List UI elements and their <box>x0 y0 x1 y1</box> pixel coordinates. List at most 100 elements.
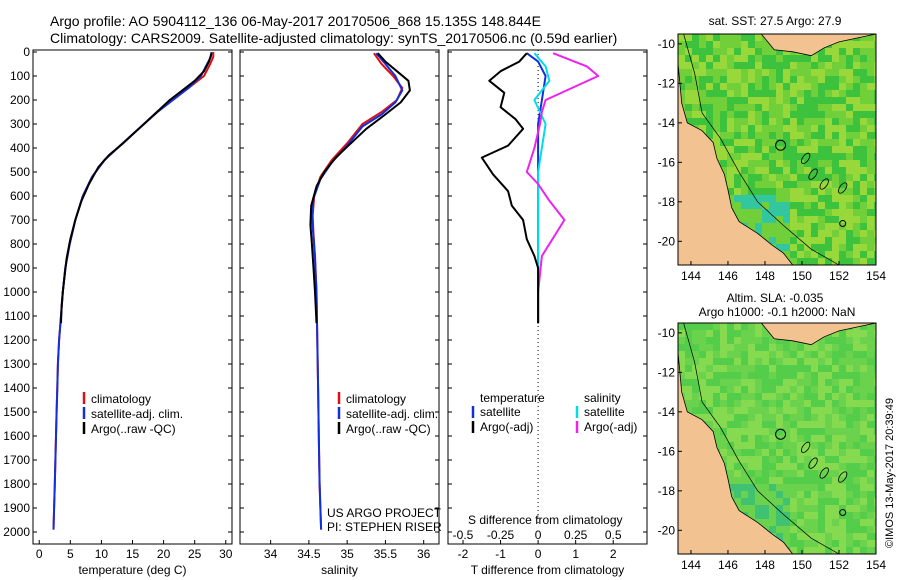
map-y-tick-label: -20 <box>658 523 676 537</box>
y-tick-label: 0 <box>23 45 30 59</box>
argo-float-marker <box>775 139 787 151</box>
legend-label-argo-temp: Argo(-adj) <box>480 420 533 434</box>
y-tick-label: 900 <box>10 261 30 275</box>
y-tick-label: 600 <box>10 189 30 203</box>
legend-title-temperature: temperature <box>480 391 545 405</box>
x-tick-label: 20 <box>157 547 171 561</box>
x-tick-label: 30 <box>219 547 233 561</box>
x-tick-label: 34 <box>264 547 278 561</box>
x-tick-label: 1 <box>572 547 579 561</box>
x-tick-label: 0 <box>535 547 542 561</box>
x-tick-label: 0 <box>36 547 43 561</box>
x-tick-label: 25 <box>188 547 202 561</box>
map-y-tick-label: -14 <box>658 405 676 419</box>
map-y-tick-label: -16 <box>658 444 676 458</box>
reef-outline <box>838 471 848 483</box>
y-tick-label: 200 <box>10 93 30 107</box>
legend-title-salinity: salinity <box>584 391 621 405</box>
land-mass <box>760 323 876 346</box>
x-tick-label: 5 <box>67 547 74 561</box>
land-mass <box>678 34 794 265</box>
map-x-tick-label: 150 <box>792 269 812 283</box>
map-x-tick-label: 154 <box>866 558 886 572</box>
y-tick-label: 1400 <box>3 381 30 395</box>
s-tick-label: 0 <box>535 528 542 542</box>
s-tick-label: -0.25 <box>487 528 515 542</box>
legend-label-climatology: climatology <box>91 392 151 406</box>
x-axis-label: T difference from climatology <box>471 563 625 577</box>
legend-label-satellite-temp: satellite <box>480 405 521 419</box>
map-y-tick-label: -12 <box>658 76 676 90</box>
legend-label-argo: Argo(..raw -QC) <box>91 422 176 436</box>
series-line-climatology <box>52 52 215 530</box>
y-tick-label: 700 <box>10 213 30 227</box>
series-line-satellite_adj <box>52 51 213 530</box>
difference-panel-frame <box>447 49 648 545</box>
series-line-satellite_adj <box>310 52 404 530</box>
series-line-argo <box>480 52 540 324</box>
map-y-tick-label: -10 <box>658 326 676 340</box>
pi-credit: PI: STEPHEN RISER <box>327 520 442 534</box>
sst-map: 144 146 148 150 152 154 -10 -12 -14 -16 -18 -20 <box>658 33 886 283</box>
map-x-tick-label: 150 <box>792 558 812 572</box>
salinity-legend: climatology satellite-adj. clim. Argo(..… <box>337 392 438 436</box>
series-line-argo_salinity_adj <box>525 52 600 324</box>
reef-outline <box>819 178 829 190</box>
legend-label-satellite-adj: satellite-adj. clim. <box>91 407 183 421</box>
map-y-tick-label: -12 <box>658 365 676 379</box>
map-y-tick-label: -20 <box>658 234 676 248</box>
map-y-tick-label: -18 <box>658 484 676 498</box>
difference-plot: -2 -1 0 1 2 T difference from climatology -0.5… <box>448 50 647 577</box>
map-y-tick-label: -16 <box>658 155 676 169</box>
s-difference-axis-label: S difference from climatology <box>468 513 623 527</box>
x-tick-label: 34.5 <box>297 547 321 561</box>
map-x-tick-label: 144 <box>681 558 701 572</box>
x-tick-label: 2 <box>610 547 617 561</box>
map-x-tick-label: 148 <box>755 558 775 572</box>
sla-map: 144 146 148 150 152 154 -10 -12 -14 -16 -18 -20 <box>658 322 886 572</box>
legend-label-satellite-sal: satellite <box>584 405 625 419</box>
y-tick-label: 1100 <box>4 309 30 323</box>
y-tick-label: 1200 <box>3 333 30 347</box>
land-mass <box>678 323 794 554</box>
map-x-tick-label: 148 <box>755 269 775 283</box>
legend-label-satellite-adj: satellite-adj. clim. <box>346 407 438 421</box>
salinity-panel-frame <box>239 49 440 545</box>
legend-label-argo: Argo(..raw -QC) <box>346 422 431 436</box>
temperature-plot: 0 5 10 15 20 25 30 temperature (deg C) 0 100 200 30… <box>3 45 232 577</box>
s-tick-label: -0.5 <box>453 528 474 542</box>
temperature-legend: climatology satellite-adj. clim. Argo(..… <box>82 392 183 436</box>
series-line-climatology <box>311 52 404 530</box>
sla-map-subtitle: Argo h1000: -0.1 h2000: NaN <box>699 305 856 319</box>
reef-outline <box>801 441 811 453</box>
sla-map-title: Altim. SLA: -0.035 <box>727 291 824 305</box>
map-x-tick-label: 146 <box>718 269 738 283</box>
salinity-plot: 34 34.5 35 35.5 36 salinity <box>240 51 439 577</box>
y-tick-label: 1900 <box>3 501 30 515</box>
x-axis-label: salinity <box>321 563 358 577</box>
y-tick-label: 1700 <box>3 453 30 467</box>
header-line2: Climatology: CARS2009. Satellite-adjuste… <box>50 30 617 46</box>
legend-label-climatology: climatology <box>346 392 406 406</box>
reef-outline <box>808 457 818 469</box>
y-tick-label: 400 <box>10 141 30 155</box>
difference-salinity-legend: salinity satellite Argo(-adj) <box>575 391 637 434</box>
y-tick-label: 2000 <box>3 525 30 539</box>
y-tick-label: 1300 <box>3 357 30 371</box>
map-x-tick-label: 146 <box>718 558 738 572</box>
map-frame <box>677 33 877 266</box>
x-tick-label: 36 <box>417 547 431 561</box>
map-x-tick-label: 152 <box>829 269 849 283</box>
depth-contour <box>683 34 840 265</box>
s-tick-label: 0.25 <box>564 528 588 542</box>
sst-map-title: sat. SST: 27.5 Argo: 27.9 <box>709 14 842 28</box>
argo-float-marker <box>775 428 787 440</box>
reef-outline <box>801 152 811 164</box>
map-y-tick-label: -18 <box>658 195 676 209</box>
map-y-tick-label: -10 <box>658 37 676 51</box>
series-line-satellite_adj <box>526 52 547 324</box>
map-frame <box>677 322 877 555</box>
x-tick-label: 35 <box>340 547 354 561</box>
